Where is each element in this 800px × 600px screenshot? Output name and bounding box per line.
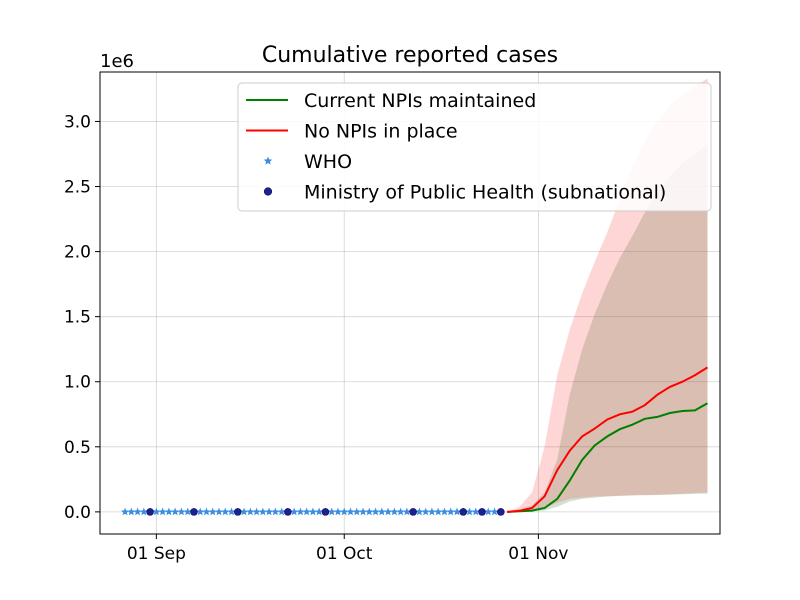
who-star-marker	[127, 507, 136, 516]
who-star-marker	[265, 507, 274, 516]
who-star-marker	[465, 507, 474, 516]
y-offset-label: 1e6	[100, 51, 134, 72]
x-tick-label: 01 Sep	[127, 544, 186, 564]
who-star-marker	[352, 507, 361, 516]
who-star-marker	[177, 507, 186, 516]
who-star-marker	[421, 507, 430, 516]
who-star-marker	[415, 507, 424, 516]
who-star-marker	[158, 507, 167, 516]
ministry-dot-marker	[409, 508, 417, 516]
legend-label: WHO	[304, 151, 352, 173]
legend-dot-swatch	[263, 187, 273, 196]
ministry-dot-marker	[284, 508, 292, 516]
y-tick-label: 0.5	[64, 438, 91, 458]
observation-markers	[121, 507, 505, 516]
ministry-dot-marker	[146, 508, 154, 516]
who-star-marker	[202, 507, 211, 516]
who-star-marker	[377, 507, 386, 516]
who-star-marker	[252, 507, 261, 516]
y-tick-label: 1.0	[64, 373, 91, 393]
who-star-marker	[365, 507, 374, 516]
who-star-marker	[327, 507, 336, 516]
who-star-marker	[471, 507, 480, 516]
who-star-marker	[139, 507, 148, 516]
band-current-npis	[507, 143, 708, 512]
series-lines	[507, 366, 709, 513]
legend: Current NPIs maintained No NPIs in place W…	[237, 82, 712, 212]
legend-star-swatch	[263, 156, 273, 165]
y-tick-label: 2.5	[64, 178, 91, 198]
x-tick-label: 01 Nov	[508, 544, 568, 564]
tick-layer: 0.0 0.5 1.0 1.5 2.0 2.5 3.0 01 Sep 01 Oct 01 Nov	[64, 112, 569, 564]
who-star-marker	[215, 507, 223, 516]
ministry-dot-marker	[233, 508, 242, 516]
y-tick-label: 0.0	[64, 503, 91, 523]
ministry-dot-marker	[478, 508, 486, 516]
who-star-marker	[333, 507, 342, 516]
who-star-marker	[308, 507, 317, 516]
who-star-marker	[271, 507, 280, 516]
y-tick-label: 1.5	[64, 308, 91, 328]
who-star-marker	[315, 507, 324, 516]
who-star-marker	[440, 507, 449, 516]
legend-box	[237, 82, 712, 212]
who-star-marker	[290, 507, 299, 516]
who-star-marker	[240, 507, 249, 516]
who-star-marker	[340, 507, 349, 516]
who-star-marker	[346, 507, 355, 516]
who-star-marker	[183, 507, 192, 516]
who-star-marker	[133, 507, 142, 516]
who-star-marker	[402, 507, 411, 516]
who-star-marker	[296, 507, 305, 516]
who-star-marker	[490, 507, 499, 516]
who-star-marker	[446, 507, 455, 516]
y-tick-label: 2.0	[64, 243, 91, 263]
who-star-marker	[452, 507, 461, 516]
chart-title: Cumulative reported cases	[262, 43, 558, 68]
line-current-npis	[507, 402, 708, 513]
plot-frame	[99, 71, 721, 535]
who-star-marker	[196, 507, 205, 516]
who-star-marker	[164, 507, 173, 516]
who-star-marker	[384, 507, 393, 516]
line-no-npis	[507, 366, 709, 513]
who-star-marker	[121, 507, 130, 516]
who-star-marker	[152, 507, 161, 516]
who-star-marker	[484, 507, 493, 516]
who-star-marker	[277, 507, 286, 516]
who-star-marker	[396, 507, 405, 516]
ministry-dot-marker	[459, 508, 468, 516]
who-star-marker	[359, 507, 368, 516]
ministry-dot-marker	[497, 508, 505, 516]
who-star-marker	[221, 507, 230, 516]
who-star-marker	[434, 507, 443, 516]
who-star-marker	[302, 507, 311, 516]
x-tick-label: 01 Oct	[316, 544, 373, 564]
ministry-dot-marker	[321, 508, 330, 516]
who-star-marker	[390, 507, 399, 516]
who-star-marker	[246, 507, 255, 516]
who-star-marker	[427, 507, 436, 516]
who-star-marker	[208, 507, 217, 516]
legend-label: No NPIs in place	[304, 121, 458, 143]
legend-label: Ministry of Public Health (subnational)	[304, 182, 666, 204]
legend-label: Current NPIs maintained	[304, 90, 536, 112]
who-star-marker	[371, 507, 380, 516]
who-star-marker	[227, 507, 236, 516]
y-tick-label: 3.0	[64, 112, 91, 132]
who-star-marker	[258, 507, 267, 516]
who-star-marker	[171, 507, 180, 516]
ministry-dot-marker	[190, 508, 198, 516]
